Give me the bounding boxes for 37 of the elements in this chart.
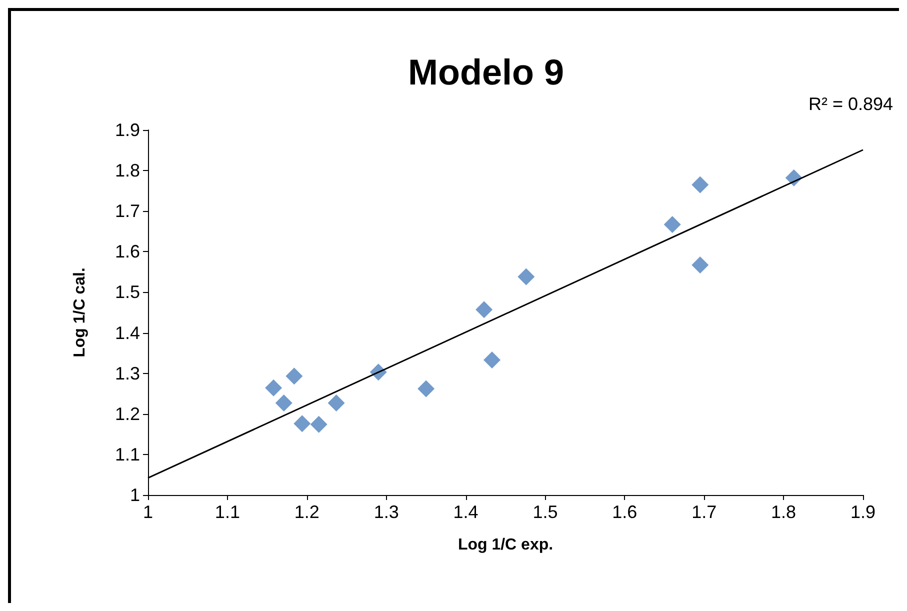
point xyxy=(328,394,345,412)
point xyxy=(265,379,282,396)
y-tick-label: 1.1 xyxy=(114,444,140,464)
x-tick-label: 1.9 xyxy=(850,502,876,522)
point xyxy=(286,368,303,385)
point xyxy=(418,380,435,398)
x-tick-label: 1.4 xyxy=(453,502,478,522)
point xyxy=(310,416,328,433)
x-axis-title: Log 1/C exp. xyxy=(458,536,554,554)
x-tick-label: 1.5 xyxy=(532,502,558,522)
y-tick-label: 1.7 xyxy=(114,201,140,222)
x-tick-label: 1.2 xyxy=(294,502,320,522)
point xyxy=(518,268,535,286)
point xyxy=(692,256,709,274)
y-tick-label: 1.2 xyxy=(114,404,140,424)
x-tick-label: 1.6 xyxy=(612,502,638,522)
y-axis-title: Log 1/C cal. xyxy=(72,268,88,358)
x-tick-label: 1.3 xyxy=(374,502,399,522)
y-tick-label: 1.8 xyxy=(114,160,140,181)
y-tick-label: 1.9 xyxy=(114,120,140,140)
x-tick-label: 1 xyxy=(142,502,154,522)
y-tick-label: 1.4 xyxy=(114,322,140,343)
point xyxy=(483,351,500,368)
x-tick-label: 1.7 xyxy=(692,502,717,522)
point xyxy=(692,176,709,194)
y-tick-label: 1 xyxy=(130,485,140,505)
point xyxy=(294,415,311,432)
point xyxy=(476,301,493,318)
y-tick-label: 1.6 xyxy=(114,242,140,262)
chart-title: Modelo 9 xyxy=(408,52,564,92)
text: R² = 0.894 xyxy=(808,94,894,114)
x-tick-label: 1.1 xyxy=(214,502,240,522)
point xyxy=(275,394,292,412)
y-tick-label: 1.5 xyxy=(114,282,140,302)
x-tick-label: 1.8 xyxy=(771,502,796,522)
y-tick-label: 1.3 xyxy=(114,363,140,384)
point xyxy=(664,216,681,233)
